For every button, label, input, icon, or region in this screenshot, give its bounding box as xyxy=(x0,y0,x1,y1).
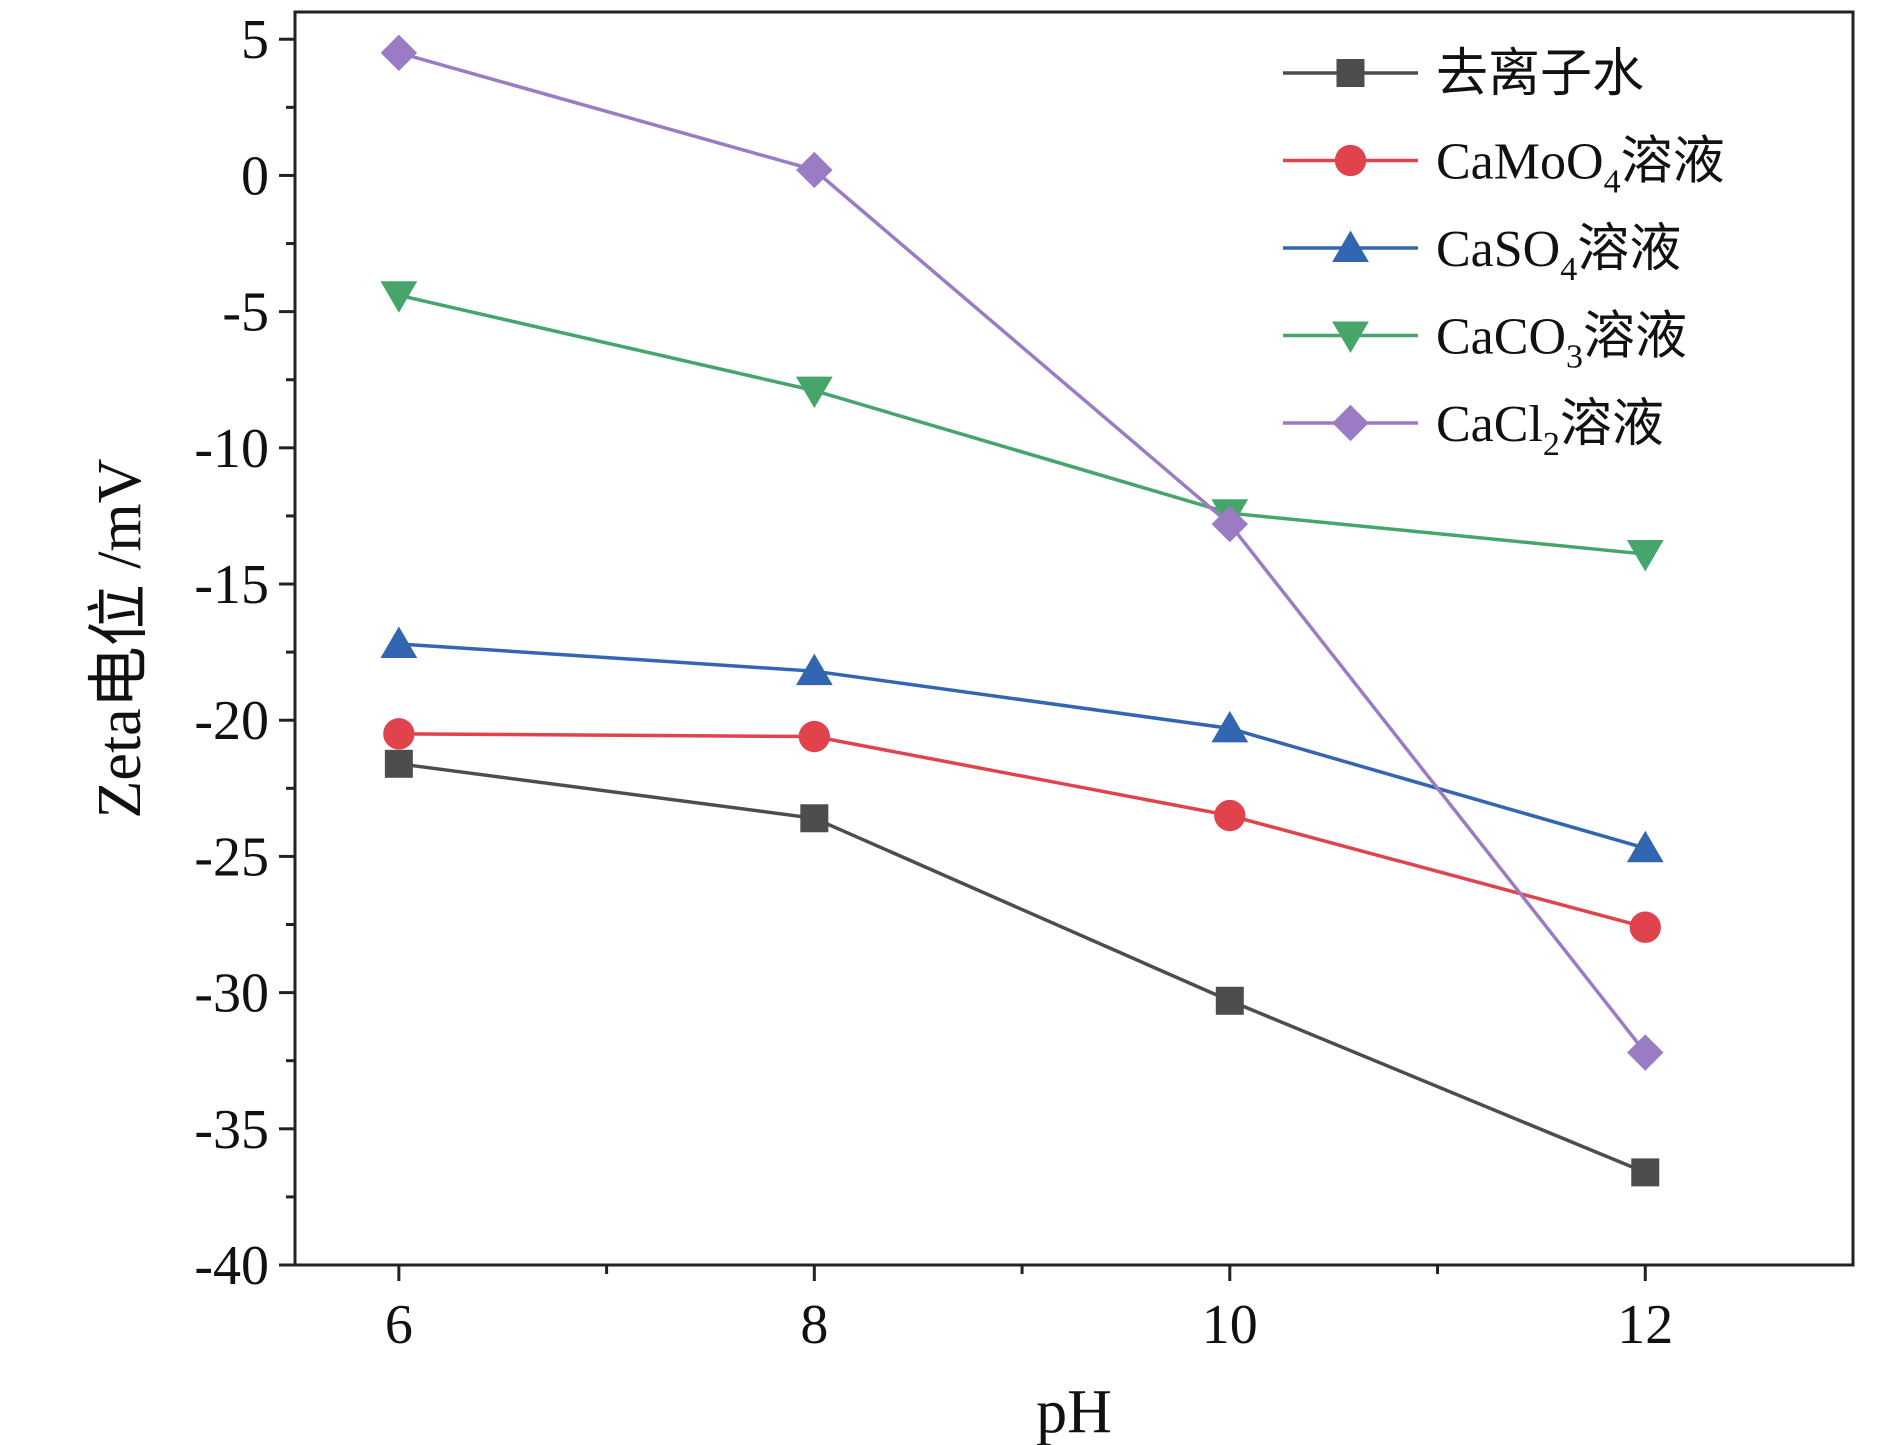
y-tick-label: -10 xyxy=(194,418,269,480)
data-point xyxy=(380,281,418,313)
y-tick-label: 0 xyxy=(241,145,269,207)
y-tick-label: -5 xyxy=(222,282,269,344)
legend-item: CaMoO4溶液 xyxy=(1283,134,1725,201)
y-tick-label: 5 xyxy=(241,9,269,71)
y-axis-ticks: 5 0 -5 -10 -15 -20 -25 -30 -35 -40 xyxy=(194,9,295,1297)
x-tick-label: 6 xyxy=(385,1294,413,1356)
data-point xyxy=(1626,540,1664,572)
plot-border xyxy=(293,10,1855,1267)
data-point xyxy=(795,653,833,686)
x-tick-label: 12 xyxy=(1617,1294,1673,1356)
series-line xyxy=(398,762,1646,1175)
series-line xyxy=(398,732,1646,929)
data-point xyxy=(1626,830,1664,863)
x-tick-label: 10 xyxy=(1202,1294,1258,1356)
data-point xyxy=(796,151,833,189)
y-tick-label: -25 xyxy=(194,826,269,888)
x-axis-ticks: 6 8 10 12 xyxy=(385,1265,1673,1356)
series-2 xyxy=(383,718,1661,943)
y-axis-title: Zeta电位 /mV xyxy=(86,458,154,818)
data-point xyxy=(384,749,413,778)
legend-marker xyxy=(1332,404,1369,442)
series-5 xyxy=(380,34,1664,1071)
legend-marker xyxy=(1334,144,1367,177)
data-point xyxy=(795,376,833,409)
data-point xyxy=(383,718,415,750)
legend-item: CaCl2溶液 xyxy=(1283,396,1664,463)
data-point xyxy=(800,804,829,833)
data-point xyxy=(1215,986,1244,1015)
legend-label: 去离子水 xyxy=(1436,46,1644,103)
legend-label: CaSO4溶液 xyxy=(1436,221,1681,288)
series-layer xyxy=(380,34,1664,1187)
series-line xyxy=(398,642,1646,850)
legend-label: CaCl2溶液 xyxy=(1436,396,1664,463)
data-point xyxy=(1631,1158,1660,1187)
data-point xyxy=(1629,911,1661,943)
data-point xyxy=(1211,710,1249,743)
y-tick-label: -35 xyxy=(194,1099,269,1161)
legend-label: CaCO3溶液 xyxy=(1436,309,1687,376)
data-point xyxy=(380,626,418,658)
series-line xyxy=(398,293,1646,556)
legend-item: 去离子水 xyxy=(1283,46,1644,103)
data-point xyxy=(1214,799,1246,832)
legend-label: CaMoO4溶液 xyxy=(1436,134,1725,201)
legend-item: CaSO4溶液 xyxy=(1283,221,1681,288)
data-point xyxy=(798,720,831,753)
y-tick-label: -30 xyxy=(194,963,269,1025)
x-axis-title: pH xyxy=(1036,1378,1112,1445)
data-point xyxy=(380,34,418,72)
legend-marker xyxy=(1332,321,1369,353)
y-tick-label: -20 xyxy=(194,690,269,752)
y-tick-label: -15 xyxy=(194,554,269,616)
data-point xyxy=(1627,1034,1664,1071)
legend-marker xyxy=(1332,230,1369,262)
x-tick-label: 8 xyxy=(800,1294,828,1356)
data-point xyxy=(1211,505,1248,543)
series-line xyxy=(398,51,1647,1054)
legend: 去离子水 CaMoO4溶液 CaSO4溶液 CaCO3溶液 CaCl2溶液 xyxy=(1283,46,1725,463)
series-3 xyxy=(380,626,1664,863)
legend-item: CaCO3溶液 xyxy=(1283,309,1687,376)
series-1 xyxy=(384,749,1660,1187)
plot-frame xyxy=(293,10,1855,1267)
legend-marker xyxy=(1336,59,1365,87)
y-tick-label: -40 xyxy=(194,1235,269,1297)
